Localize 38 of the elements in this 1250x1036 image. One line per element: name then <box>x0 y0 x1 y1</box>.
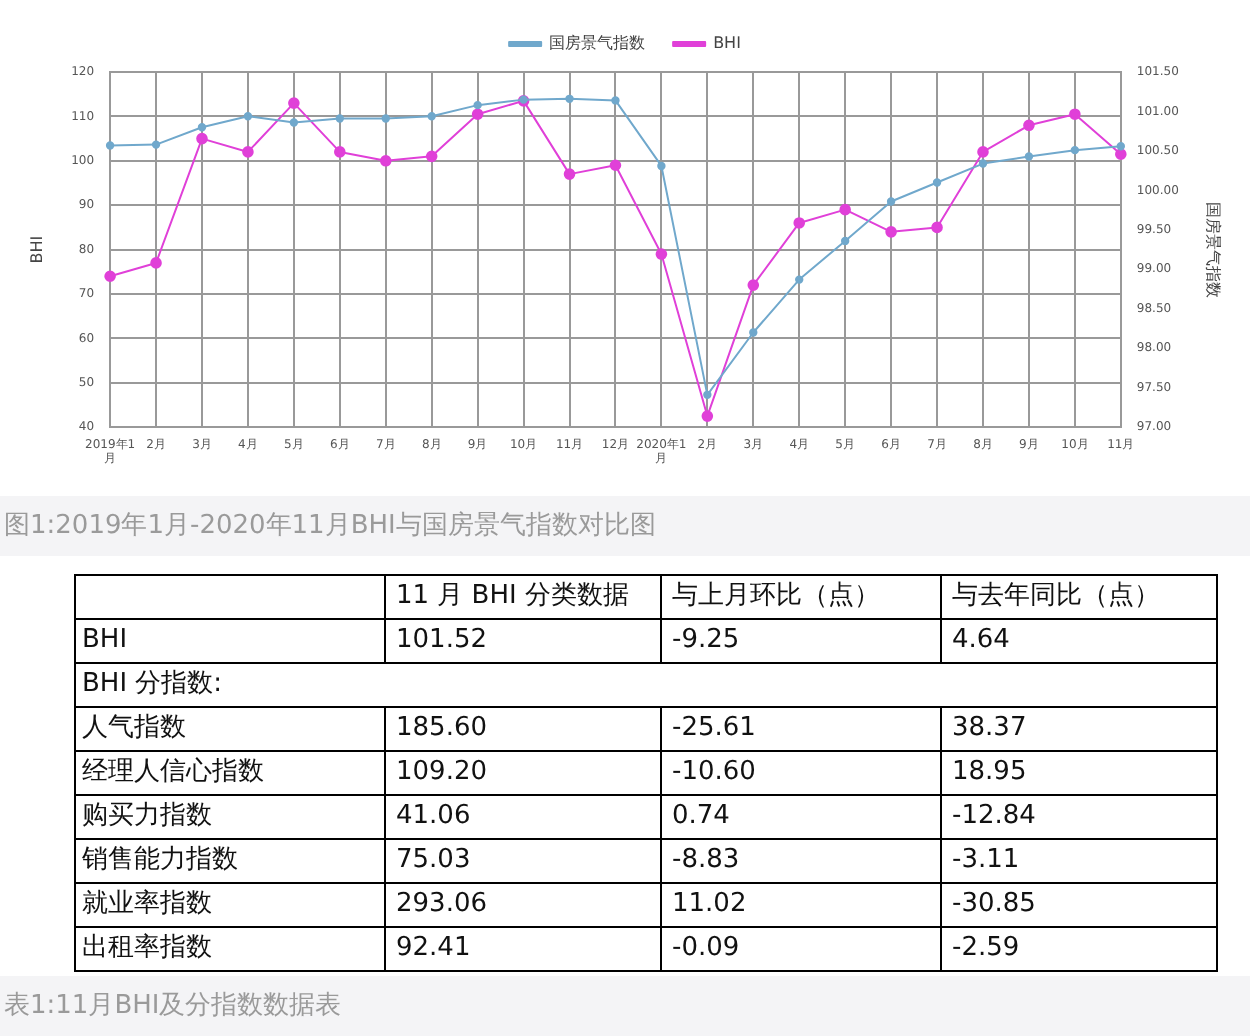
data-label: -25.61 <box>672 712 756 743</box>
data-label: -2.59 <box>952 932 1020 963</box>
data-label: 18.95 <box>952 756 1027 787</box>
data-label: -10.60 <box>672 756 756 787</box>
data-label: 185.60 <box>396 712 487 743</box>
data-label: 293.06 <box>396 888 487 919</box>
y-tick-label: BHI 分指数: <box>82 668 223 699</box>
data-label: -9.25 <box>672 624 740 655</box>
data-label: 92.41 <box>396 932 471 963</box>
x-tick-label: 11 月 BHI 分类数据 <box>396 580 629 611</box>
y-tick-label: 人气指数 <box>82 712 186 743</box>
data-label: -30.85 <box>952 888 1036 919</box>
legend-label: 国房景气指数 <box>549 34 646 53</box>
y-tick-label: 就业率指数 <box>82 886 212 919</box>
x-tick-label: 与上月环比（点） <box>672 580 880 611</box>
x-tick-label: 与去年同比（点） <box>952 580 1160 611</box>
y-axis-title: BHI <box>27 235 46 264</box>
y-tick-label: BHI <box>82 624 128 655</box>
data-label: 0.74 <box>672 800 730 831</box>
data-label: 101.52 <box>396 624 487 655</box>
data-label: 75.03 <box>396 844 471 875</box>
y-tick-label: 经理人信心指数 <box>82 754 264 787</box>
caption: 图1:2019年1月-2020年11月BHI与国房景气指数对比图 <box>4 508 656 541</box>
data-label: 38.37 <box>952 712 1027 743</box>
text: 表1:11月BHI及分指数数据表 <box>4 990 342 1021</box>
y-tick-label: 销售能力指数 <box>80 844 238 875</box>
data-label: 109.20 <box>396 756 487 787</box>
y2-axis-title: 国房景气指数 <box>1204 201 1223 298</box>
data-label: -3.11 <box>952 844 1020 875</box>
legend-label: BHI <box>713 34 741 53</box>
y-tick-label: 购买力指数 <box>82 800 212 831</box>
data-label: 11.02 <box>672 888 747 919</box>
data-label: 4.64 <box>952 624 1010 655</box>
data-label: -12.84 <box>952 800 1036 831</box>
data-label: -0.09 <box>672 932 740 963</box>
y-tick-label: 出租率指数 <box>82 930 212 963</box>
data-label: 41.06 <box>396 800 471 831</box>
data-label: -8.83 <box>672 844 740 875</box>
